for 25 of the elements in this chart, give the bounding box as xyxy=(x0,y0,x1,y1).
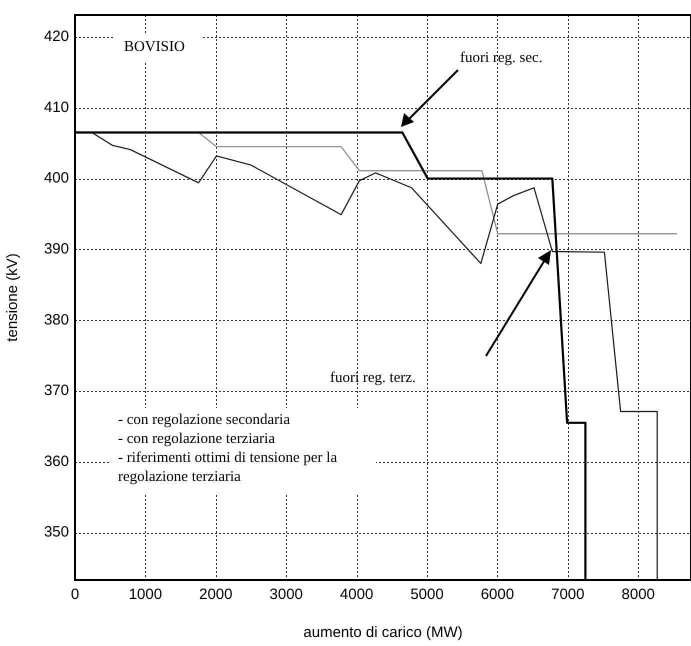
y-tick-label: 390 xyxy=(44,240,69,258)
annotation: fuori reg. terz. xyxy=(330,370,416,386)
x-tick-label: 4000 xyxy=(340,586,374,604)
x-axis-title: aumento di carico (MW) xyxy=(303,624,463,642)
annotation: - con regolazione terziaria xyxy=(118,430,276,447)
y-tick-label: 410 xyxy=(44,98,69,116)
x-tick-label: 5000 xyxy=(410,586,444,604)
x-tick-label: 8000 xyxy=(622,586,655,604)
annotation: - con regolazione secondaria xyxy=(118,412,290,428)
x-tick-label: 7000 xyxy=(551,586,584,604)
y-tick-label: 360 xyxy=(44,452,69,470)
y-tick-label: 420 xyxy=(44,28,69,46)
y-tick-label: 400 xyxy=(44,170,69,187)
x-tick-label: 3000 xyxy=(270,586,303,604)
x-tick-label: 1000 xyxy=(128,586,162,604)
x-tick-label: 0 xyxy=(70,586,80,604)
x-tick-label: 6000 xyxy=(480,586,514,604)
y-tick-label: 380 xyxy=(44,311,69,328)
annotation: fuori reg. sec. xyxy=(460,50,542,66)
annotation: BOVISIO xyxy=(124,38,185,55)
y-axis-title: tensione (kV) xyxy=(4,253,22,342)
x-tick-label: 2000 xyxy=(199,586,232,604)
annotation: - riferimenti ottimi di tensione per la regolazione terziaria xyxy=(118,450,338,485)
y-tick-label: 370 xyxy=(44,382,69,400)
y-tick-label: 350 xyxy=(44,524,69,541)
